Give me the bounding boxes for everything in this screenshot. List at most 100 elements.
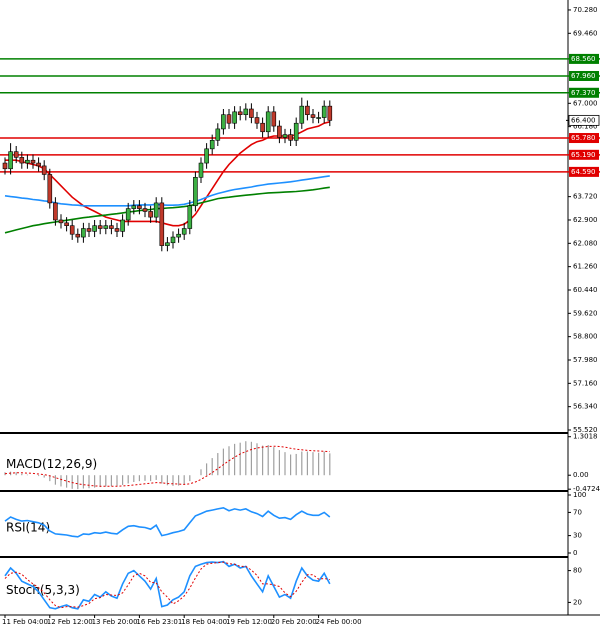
x-tick-label: 11 Feb 04:00	[2, 618, 48, 626]
macd-bar	[256, 443, 258, 476]
pane-title: MACD(12,26,9)	[6, 457, 97, 471]
candle-body	[243, 108, 249, 115]
x-tick-label: 13 Feb 20:00	[92, 618, 138, 626]
macd-bar	[66, 475, 68, 488]
macd-bar	[99, 475, 101, 488]
y-tick-label: 60.440	[573, 286, 598, 294]
y-tick-label: 61.260	[573, 263, 598, 271]
candle-body	[209, 140, 215, 150]
macd-bar	[150, 475, 152, 482]
level-label-box	[569, 87, 599, 98]
macd-bar	[329, 453, 331, 476]
x-tick-label: 19 Feb 12:00	[226, 618, 272, 626]
macd-bar	[38, 475, 40, 477]
level-label: 65.780	[571, 134, 596, 142]
candle-body	[316, 117, 321, 119]
candle-body	[170, 236, 176, 244]
macd-bar	[133, 475, 135, 483]
y-tick-label: 20	[573, 598, 582, 606]
macd-bar	[110, 475, 112, 487]
level-label: 64.590	[571, 168, 596, 176]
candle-body	[25, 159, 30, 164]
macd-bar	[21, 473, 23, 476]
macd-bar	[250, 441, 252, 476]
current-price-box	[568, 114, 600, 126]
candle-body	[215, 128, 221, 141]
candle-body	[198, 162, 204, 178]
y-tick-label: 30	[573, 532, 582, 540]
macd-bar	[172, 475, 174, 486]
x-tick-label: 18 Feb 04:00	[181, 618, 227, 626]
candle-body	[114, 228, 120, 232]
macd-bar	[267, 445, 269, 476]
candle-body	[321, 105, 327, 118]
macd-bar	[54, 475, 56, 485]
candle-body	[2, 162, 8, 170]
macd-bar	[144, 475, 146, 481]
candle-body	[81, 228, 86, 238]
candle-body	[120, 219, 125, 232]
candle-body	[226, 114, 232, 124]
macd-bar	[77, 475, 79, 490]
candle-body	[254, 117, 260, 124]
macd-bar	[284, 452, 286, 476]
candle-body	[310, 114, 316, 118]
indicator-line	[5, 121, 330, 227]
y-tick-label: -0.4724	[573, 485, 600, 493]
pane-separator	[0, 490, 568, 492]
level-label: 67.960	[571, 72, 596, 80]
macd-bar	[306, 451, 308, 476]
candle-body	[159, 202, 165, 246]
indicator-line	[4, 506, 331, 538]
macd-bar	[312, 452, 314, 476]
macd-bar	[161, 475, 163, 484]
candle-body	[327, 105, 333, 121]
candle-body	[305, 105, 310, 115]
y-tick-label: 100	[573, 491, 586, 499]
candle-body	[148, 211, 153, 218]
candle-body	[176, 233, 181, 238]
level-label-box	[569, 133, 599, 144]
candle-body	[288, 134, 293, 141]
candle-body	[260, 122, 265, 133]
y-tick-label: 0.00	[573, 471, 589, 479]
macd-bar	[15, 472, 17, 476]
macd-bar	[273, 447, 275, 476]
candle-body	[47, 174, 53, 204]
level-label: 67.370	[571, 89, 596, 97]
candle-body	[8, 151, 13, 170]
macd-bar	[138, 475, 140, 482]
level-label-box	[569, 166, 599, 177]
macd-bar	[206, 463, 208, 476]
candle-body	[299, 105, 305, 124]
macd-bar	[222, 448, 224, 476]
candle-body	[265, 111, 271, 133]
candle-body	[221, 114, 226, 130]
y-tick-label: 62.900	[573, 216, 598, 224]
macd-bar	[211, 458, 213, 476]
candle-body	[86, 228, 92, 232]
macd-bar	[88, 475, 90, 489]
macd-bar	[278, 450, 280, 476]
candle-body	[249, 108, 254, 118]
candle-body	[131, 205, 137, 209]
candle-body	[125, 208, 131, 221]
macd-bar	[323, 451, 325, 476]
y-tick-label: 55.520	[573, 426, 598, 434]
y-tick-label: 70.280	[573, 6, 598, 14]
y-tick-label: 80	[573, 567, 582, 575]
pane-title: RSI(14)	[6, 521, 50, 535]
candle-body	[19, 157, 25, 164]
level-label-box	[569, 70, 599, 81]
macd-bar	[318, 452, 320, 476]
candle-body	[187, 205, 193, 229]
candle-body	[103, 225, 109, 229]
y-tick-label: 58.800	[573, 333, 598, 341]
macd-bar	[189, 475, 191, 482]
macd-bar	[94, 475, 96, 488]
candle-body	[36, 162, 41, 167]
macd-bar	[127, 475, 129, 484]
y-tick-label: 63.720	[573, 193, 598, 201]
